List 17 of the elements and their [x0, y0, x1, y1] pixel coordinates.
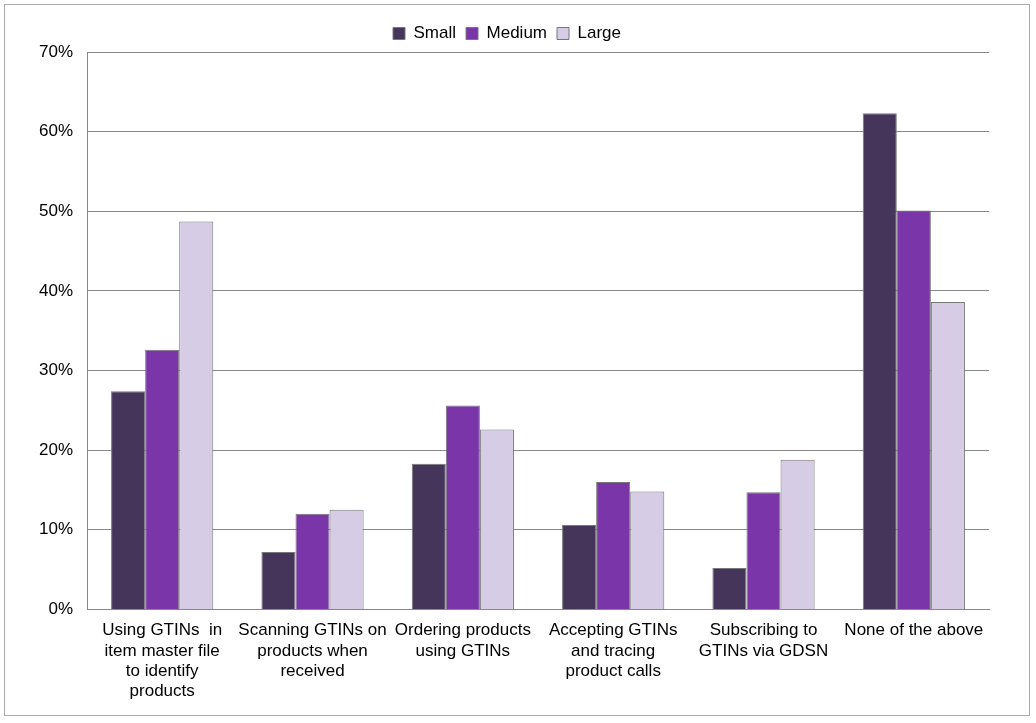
x-tick-label: Using GTINs in item master file to identify products — [102, 620, 223, 701]
legend-label: Large — [577, 23, 621, 43]
y-tick-label: 30% — [38, 360, 74, 380]
y-tick-label: 20% — [38, 439, 74, 459]
x-tick-label: None of the above — [844, 620, 984, 640]
y-tick-label: 60% — [38, 121, 74, 141]
y-tick-label: 10% — [38, 519, 74, 539]
x-tick-label: Accepting GTINs and tracing product calls — [548, 620, 678, 681]
y-tick-label: 50% — [38, 200, 74, 220]
x-tick-label: Ordering products using GTINs — [394, 620, 531, 660]
y-tick-label: 70% — [38, 41, 74, 61]
legend-label: Medium — [486, 23, 547, 43]
y-tick-label: 0% — [48, 599, 74, 619]
x-tick-label: Scanning GTINs on products when received — [238, 620, 387, 681]
x-tick-label: Subscribing to GTINs via GDSN — [698, 620, 829, 660]
y-tick-label: 40% — [38, 280, 74, 300]
legend-label: Small — [413, 23, 457, 43]
